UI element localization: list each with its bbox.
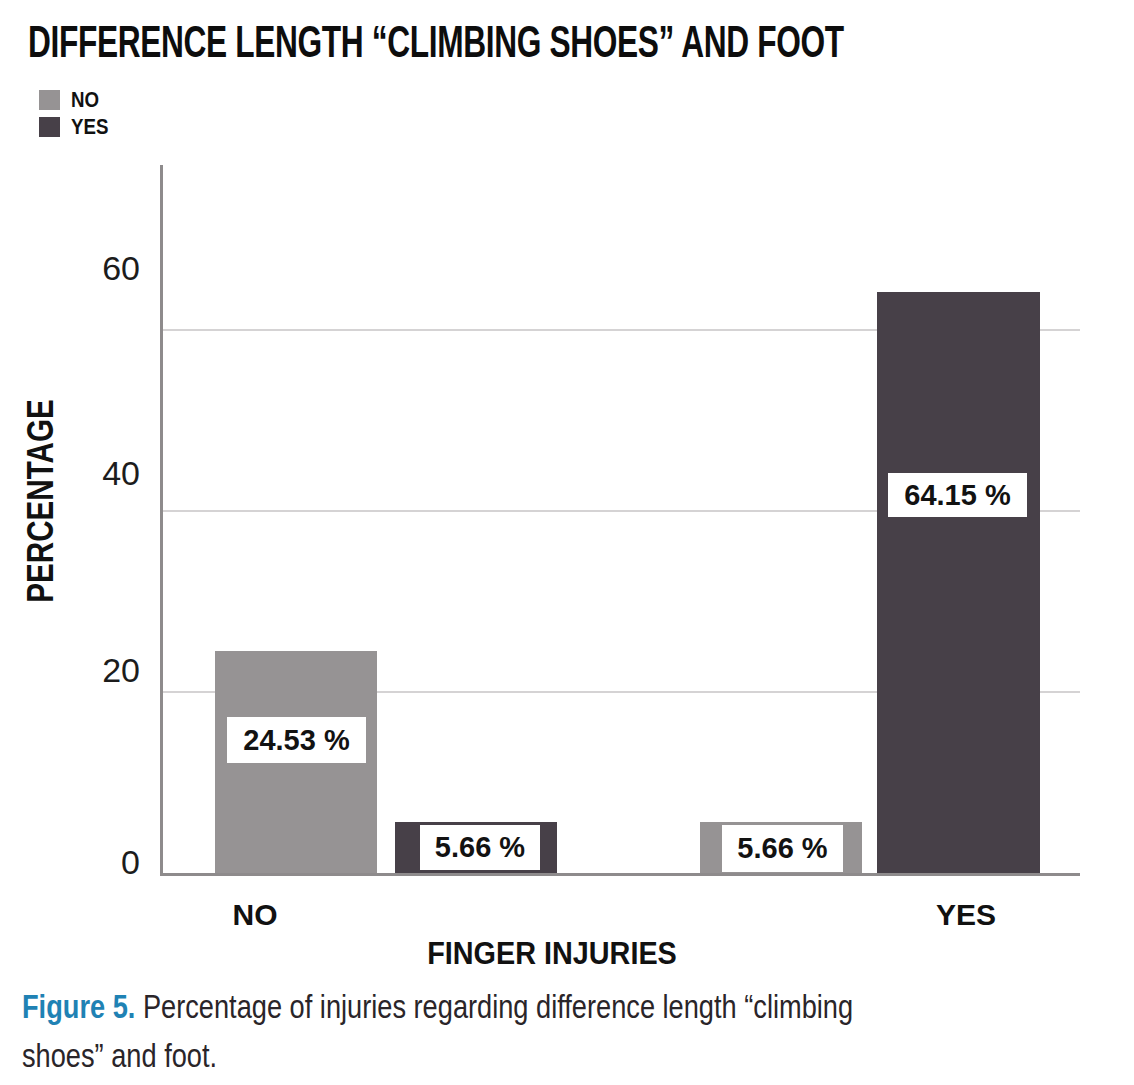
figure-caption-line1: Percentage of injuries regarding differe… — [135, 987, 853, 1025]
y-axis-title: PERCENTAGE — [22, 381, 60, 621]
figure-caption: Figure 5. Percentage of injuries regardi… — [22, 982, 1132, 1080]
figure-caption-line2: shoes” and foot. — [22, 1031, 1098, 1080]
value-label-5-66-right: 5.66 % — [722, 825, 843, 872]
chart-title: DIFFERENCE LENGTH “CLIMBING SHOES” AND F… — [28, 20, 844, 64]
y-tick-60: 60 — [50, 250, 140, 286]
value-label-64-15: 64.15 % — [888, 473, 1027, 517]
y-tick-20: 20 — [50, 652, 140, 688]
figure-caption-text: Figure 5. Percentage of injuries regardi… — [22, 982, 1098, 1080]
bar-yes-group-yes — [877, 292, 1040, 873]
value-label-5-66-left: 5.66 % — [420, 825, 540, 870]
figure-5-bar-chart: DIFFERENCE LENGTH “CLIMBING SHOES” AND F… — [0, 0, 1134, 1085]
legend-item-no: NO — [39, 86, 115, 113]
y-tick-0: 0 — [50, 844, 140, 880]
x-category-no: NO — [205, 897, 305, 933]
legend-swatch-yes — [39, 117, 60, 137]
x-axis-title: FINGER INJURIES — [327, 935, 777, 971]
legend-item-yes: YES — [39, 113, 115, 140]
x-category-yes: YES — [916, 897, 1016, 933]
legend-swatch-no — [39, 90, 60, 110]
value-label-24-53: 24.53 % — [227, 717, 366, 763]
legend-label-no: NO — [71, 87, 99, 113]
plot-area: 24.53 % 5.66 % 5.66 % 64.15 % — [160, 165, 1080, 876]
legend-label-yes: YES — [71, 114, 108, 140]
legend: NO YES — [39, 86, 115, 140]
figure-caption-number: Figure 5. — [22, 987, 135, 1025]
y-tick-40: 40 — [50, 455, 140, 491]
